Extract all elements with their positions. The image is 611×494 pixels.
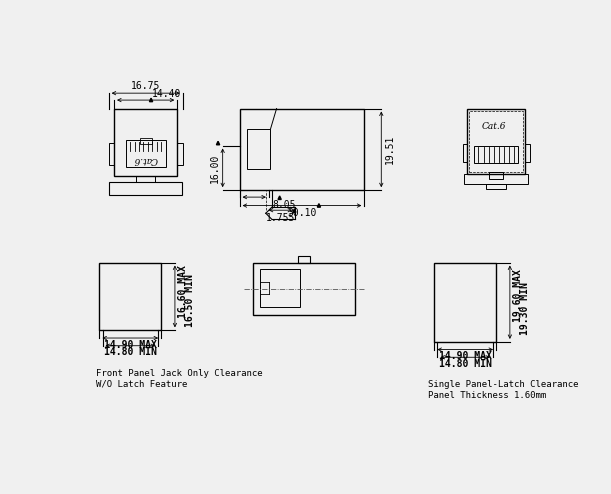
- Bar: [109, 182, 182, 195]
- Polygon shape: [150, 98, 153, 102]
- Text: 19.60 MAX: 19.60 MAX: [513, 270, 523, 323]
- Text: 14.40: 14.40: [152, 89, 181, 99]
- Text: 16.50 MIN: 16.50 MIN: [185, 275, 195, 328]
- Bar: [469, 111, 522, 172]
- Text: Single Panel-Latch Clearance
Panel Thickness 1.60mm: Single Panel-Latch Clearance Panel Thick…: [428, 380, 579, 400]
- Text: Cat.6: Cat.6: [133, 155, 158, 164]
- Text: 14.90 MAX: 14.90 MAX: [104, 339, 156, 350]
- Text: Cat.6: Cat.6: [481, 123, 506, 131]
- Polygon shape: [216, 141, 220, 145]
- Bar: [254, 262, 355, 315]
- Text: 16.60 MAX: 16.60 MAX: [178, 265, 188, 318]
- Bar: [489, 172, 503, 179]
- Text: Front Panel Jack Only Clearance
W/O Latch Feature: Front Panel Jack Only Clearance W/O Latc…: [95, 369, 262, 388]
- Bar: [240, 109, 364, 190]
- Bar: [100, 262, 161, 330]
- Text: 19.30 MIN: 19.30 MIN: [520, 282, 530, 335]
- Bar: [298, 255, 310, 262]
- Bar: [434, 262, 496, 342]
- Bar: [463, 144, 467, 162]
- Text: 14.80 MIN: 14.80 MIN: [104, 347, 156, 357]
- Bar: [464, 174, 528, 184]
- Bar: [467, 109, 525, 174]
- Polygon shape: [278, 196, 281, 200]
- Bar: [486, 184, 506, 189]
- Bar: [474, 146, 518, 163]
- Text: 1.755: 1.755: [266, 213, 295, 223]
- Polygon shape: [317, 204, 321, 207]
- Bar: [109, 143, 114, 165]
- Bar: [139, 138, 152, 144]
- Text: 16.00: 16.00: [210, 153, 221, 183]
- Bar: [177, 143, 183, 165]
- Polygon shape: [293, 209, 296, 212]
- Bar: [260, 269, 299, 307]
- Text: 19.51: 19.51: [384, 135, 394, 164]
- Text: 8.05: 8.05: [272, 200, 296, 210]
- Bar: [114, 109, 177, 176]
- Bar: [247, 129, 271, 169]
- Text: 14.90 MAX: 14.90 MAX: [439, 351, 492, 361]
- Text: 16.75: 16.75: [131, 81, 160, 91]
- Bar: [525, 144, 530, 162]
- Text: 14.80 MIN: 14.80 MIN: [439, 359, 492, 369]
- Bar: [126, 140, 166, 167]
- Text: 30.10: 30.10: [287, 208, 316, 218]
